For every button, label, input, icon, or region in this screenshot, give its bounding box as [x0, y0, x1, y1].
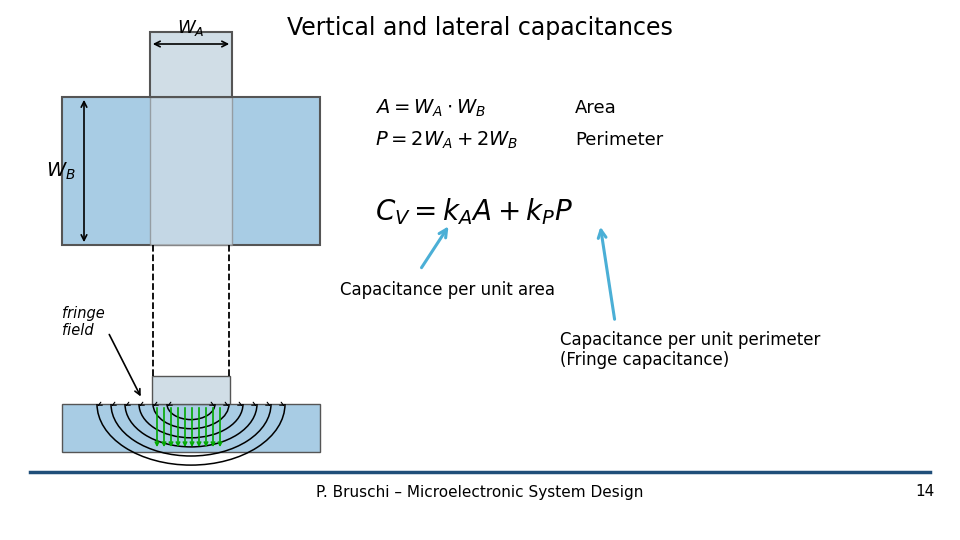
Text: 14: 14	[916, 484, 935, 500]
Text: $W_B$: $W_B$	[46, 160, 76, 181]
Bar	[150, 97, 232, 245]
Bar	[62, 97, 320, 245]
Text: $W_A$: $W_A$	[178, 18, 204, 38]
Text: $A = W_A \cdot W_B$: $A = W_A \cdot W_B$	[375, 97, 486, 119]
Text: Capacitance per unit perimeter
(Fringe capacitance): Capacitance per unit perimeter (Fringe c…	[560, 330, 821, 369]
Text: $C_V = k_A A + k_P P$: $C_V = k_A A + k_P P$	[375, 197, 573, 227]
Text: $P = 2W_A + 2W_B$: $P = 2W_A + 2W_B$	[375, 130, 518, 151]
Text: Vertical and lateral capacitances: Vertical and lateral capacitances	[287, 16, 673, 40]
Text: Area: Area	[575, 99, 616, 117]
Text: Capacitance per unit area: Capacitance per unit area	[340, 281, 555, 299]
Text: Perimeter: Perimeter	[575, 131, 663, 149]
Bar	[150, 32, 232, 97]
Text: P. Bruschi – Microelectronic System Design: P. Bruschi – Microelectronic System Desi…	[316, 484, 644, 500]
Bar	[152, 376, 230, 404]
Bar	[62, 404, 320, 452]
Text: fringe
field: fringe field	[62, 306, 105, 338]
